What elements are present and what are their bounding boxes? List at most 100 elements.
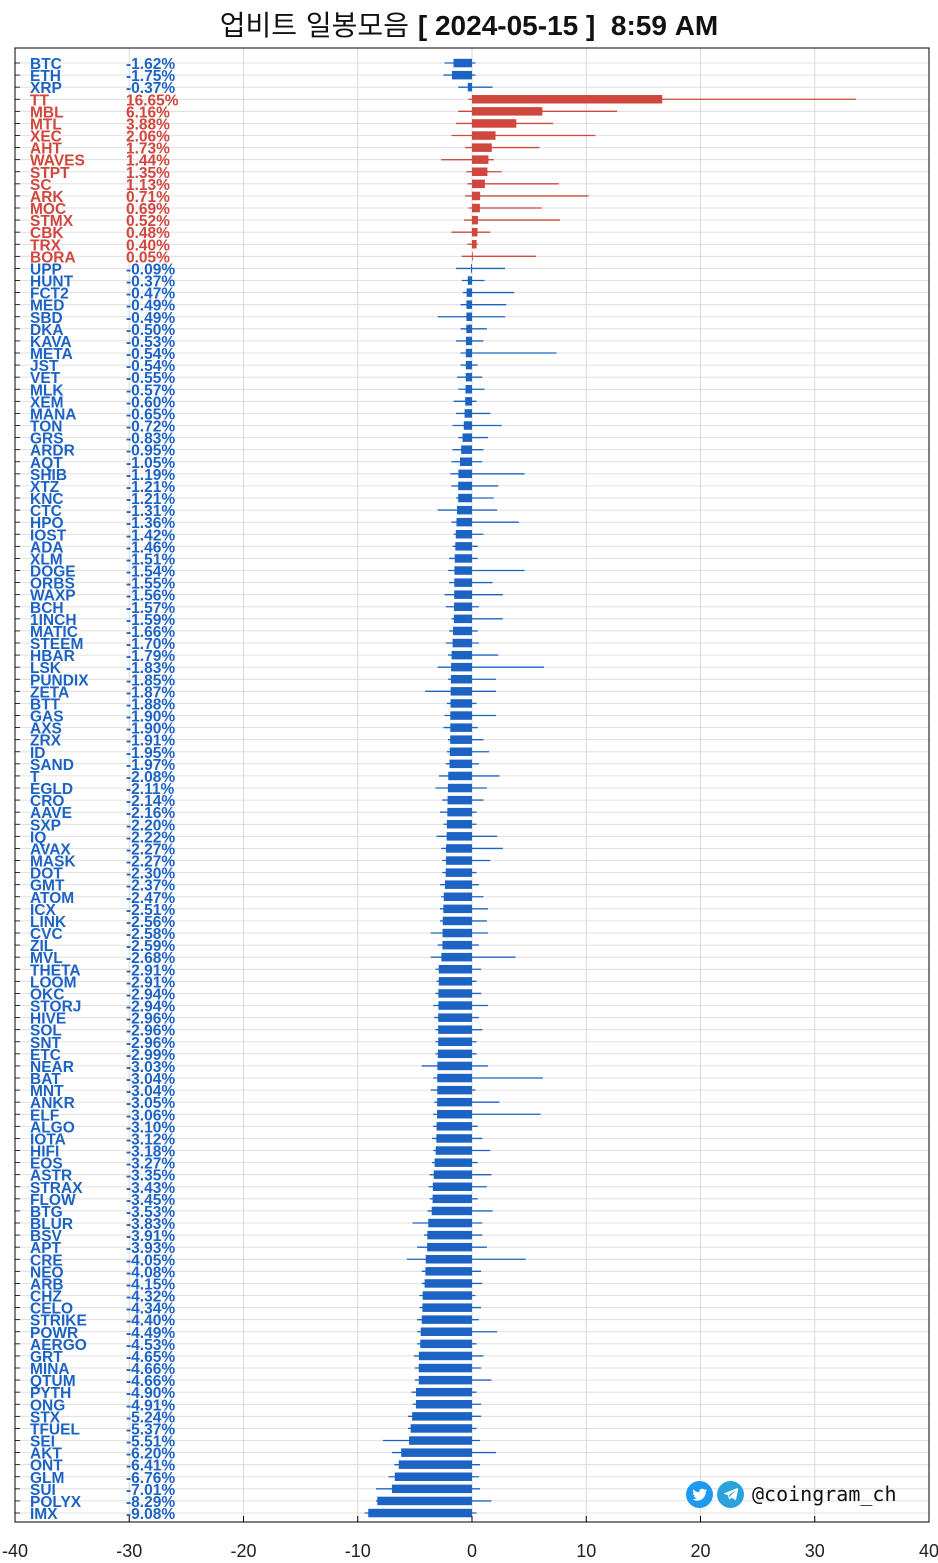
change-label: 6.16%	[126, 104, 170, 121]
change-label: 1.13%	[126, 177, 170, 194]
ticker-label: TRX	[30, 237, 62, 254]
change-label: -5.51%	[126, 1434, 175, 1451]
change-bar	[465, 348, 472, 358]
x-tick-label: 10	[576, 1541, 596, 1561]
change-label: -1.46%	[126, 539, 175, 556]
ticker-label: PUNDIX	[30, 672, 89, 689]
change-bar	[438, 965, 472, 974]
change-bar	[377, 1496, 472, 1506]
ticker-label: POWR	[30, 1325, 78, 1342]
change-label: -3.35%	[126, 1168, 175, 1185]
change-label: -3.83%	[126, 1216, 175, 1233]
ticker-label: ONG	[30, 1397, 65, 1414]
change-label: 3.88%	[126, 116, 170, 133]
change-label: -0.09%	[126, 261, 175, 278]
change-label: -4.49%	[126, 1325, 175, 1342]
ticker-label: THETA	[30, 962, 81, 979]
ticker-label: XEM	[30, 394, 64, 411]
ticker-label: LOOM	[30, 974, 77, 991]
ticker-label: SAND	[30, 757, 74, 774]
ticker-label: HIFI	[30, 1144, 59, 1161]
change-bar	[442, 916, 472, 926]
ticker-label: WAXP	[30, 588, 76, 605]
change-label: 0.71%	[126, 189, 170, 206]
change-label: -3.12%	[126, 1131, 175, 1148]
change-label: -5.24%	[126, 1409, 175, 1426]
change-label: -9.08%	[126, 1506, 175, 1523]
change-label: -2.94%	[126, 999, 175, 1016]
change-bar	[458, 469, 472, 479]
change-bar	[472, 131, 496, 140]
change-bar	[472, 215, 478, 225]
twitter-icon	[686, 1480, 713, 1508]
change-label: -8.29%	[126, 1494, 175, 1511]
change-bar	[472, 252, 473, 261]
change-bar	[437, 1097, 472, 1107]
change-bar	[438, 1001, 472, 1010]
change-bar	[437, 1073, 472, 1083]
change-bar	[442, 928, 472, 938]
change-label: -3.04%	[126, 1083, 175, 1100]
change-label: -0.65%	[126, 406, 175, 423]
change-bar	[398, 1460, 472, 1469]
ticker-label: CRO	[30, 793, 64, 810]
ticker-label: POLYX	[30, 1494, 82, 1511]
change-bar	[446, 820, 472, 829]
ticker-label: XEC	[30, 129, 62, 146]
ticker-label: OKC	[30, 986, 64, 1003]
change-label: -1.62%	[126, 56, 175, 73]
change-label: -3.43%	[126, 1180, 175, 1197]
change-bar	[424, 1279, 472, 1288]
change-label: -0.55%	[126, 370, 175, 387]
change-bar	[470, 264, 472, 273]
change-label: -0.53%	[126, 334, 175, 351]
change-bar	[368, 1508, 472, 1518]
change-bar	[420, 1339, 472, 1349]
ticker-label: ZRX	[30, 733, 62, 750]
title-date: 2024-05-15	[434, 10, 579, 41]
change-bar	[472, 107, 543, 116]
change-bar	[451, 650, 472, 660]
change-label: -1.85%	[126, 672, 175, 689]
change-label: -0.83%	[126, 431, 175, 448]
ticker-label: BTT	[30, 696, 61, 713]
ticker-label: MTL	[30, 116, 62, 133]
change-label: -2.11%	[126, 781, 174, 798]
ticker-label: FCT2	[30, 286, 69, 303]
x-tick-label: 20	[690, 1541, 710, 1561]
title-main: 업비트 일봉모음	[219, 9, 409, 42]
change-bar	[447, 807, 472, 817]
change-label: -1.87%	[126, 684, 175, 701]
change-bar	[460, 457, 472, 466]
change-bar	[466, 312, 472, 321]
ticker-label: CTC	[30, 503, 62, 520]
change-bar	[458, 481, 472, 491]
ticker-label: ZETA	[30, 684, 69, 701]
ticker-label: GRT	[30, 1349, 63, 1366]
telegram-icon	[717, 1480, 744, 1508]
ticker-label: ARDR	[30, 443, 75, 460]
change-bar	[418, 1351, 472, 1361]
change-label: -1.75%	[126, 68, 175, 85]
change-bar	[437, 1049, 472, 1059]
change-label: -6.20%	[126, 1446, 175, 1463]
ticker-label: AAVE	[30, 805, 72, 822]
change-bar	[450, 699, 472, 708]
change-label: -1.36%	[126, 515, 175, 532]
change-label: -3.06%	[126, 1107, 175, 1124]
change-bar	[446, 856, 472, 865]
change-label: 0.40%	[126, 237, 170, 254]
change-label: -1.91%	[126, 733, 175, 750]
ticker-label: QTUM	[30, 1373, 76, 1390]
ticker-label: MATIC	[30, 624, 78, 641]
change-label: -6.76%	[126, 1470, 175, 1487]
ticker-label: BTG	[30, 1204, 63, 1221]
change-bar	[472, 119, 517, 128]
ticker-label: IMX	[30, 1506, 58, 1523]
ticker-label: STORJ	[30, 999, 81, 1016]
ticker-label: MNT	[30, 1083, 64, 1100]
change-bar	[412, 1412, 472, 1421]
change-bar	[416, 1387, 472, 1397]
change-label: -1.57%	[126, 600, 175, 617]
ticker-label: SC	[30, 177, 52, 194]
